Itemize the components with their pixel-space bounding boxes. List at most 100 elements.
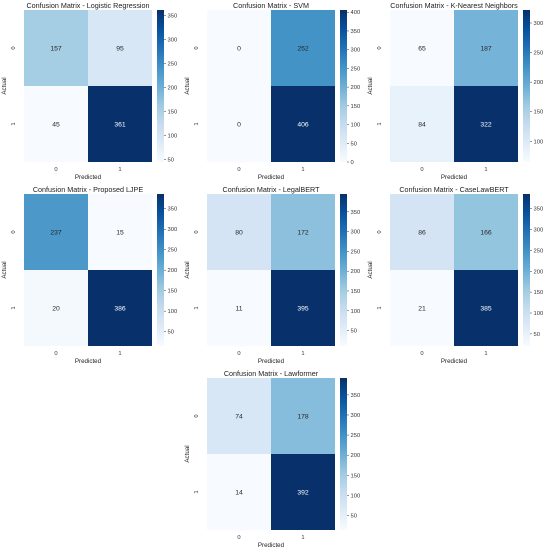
heatmap-cell <box>88 194 152 270</box>
colorbar-tick-label: 200 <box>351 269 361 275</box>
cell-value-label: 14 <box>235 489 243 496</box>
confusion-matrix-panel: Confusion Matrix - Proposed LJPE 237 15 20 3… <box>0 184 183 368</box>
colorbar <box>340 10 347 162</box>
heatmap-cell <box>390 270 454 346</box>
colorbar-tick-label: 100 <box>168 309 178 315</box>
y-tick-label: 0 <box>194 230 200 233</box>
heatmap-cell <box>24 10 88 86</box>
heatmap-svg: Confusion Matrix - Proposed LJPE 237 15 20 3… <box>1 185 178 365</box>
colorbar-tick-label: 150 <box>351 473 361 479</box>
heatmap-cell <box>207 454 271 530</box>
cell-value-label: 95 <box>116 45 124 52</box>
cell-value-label: 386 <box>114 305 126 312</box>
x-tick-label: 0 <box>420 167 423 173</box>
y-axis-label: Actual <box>367 77 374 94</box>
colorbar-tick-label: 400 <box>351 10 361 16</box>
colorbar <box>340 378 347 530</box>
y-axis-label: Actual <box>367 261 374 278</box>
colorbar <box>523 10 530 162</box>
x-tick-label: 1 <box>301 351 304 357</box>
y-tick-label: 0 <box>377 230 383 233</box>
y-axis-label: Actual <box>1 77 8 94</box>
chart-title: Confusion Matrix - CaseLawBERT <box>399 185 509 194</box>
cell-value-label: 45 <box>52 121 60 128</box>
colorbar-tick-label: 350 <box>351 210 361 216</box>
colorbar-tick-label: 350 <box>351 29 361 35</box>
x-axis-label: Predicted <box>75 174 102 181</box>
heatmap-cell <box>88 86 152 162</box>
cell-value-label: 166 <box>480 229 492 236</box>
cell-value-label: 395 <box>297 305 309 312</box>
y-tick-label: 1 <box>11 122 17 125</box>
confusion-matrix-panel: Confusion Matrix - CaseLawBERT 86 166 21 385… <box>366 184 549 368</box>
cell-value-label: 0 <box>237 121 241 128</box>
colorbar <box>523 194 530 346</box>
colorbar-tick-label: 250 <box>534 51 544 57</box>
colorbar-tick-label: 350 <box>534 207 544 213</box>
cell-value-label: 406 <box>297 121 309 128</box>
colorbar-tick-label: 250 <box>351 66 361 72</box>
colorbar-tick-label: 300 <box>351 230 361 236</box>
y-tick-label: 0 <box>11 230 17 233</box>
colorbar <box>157 10 164 162</box>
colorbar-tick-label: 300 <box>351 48 361 54</box>
colorbar-tick-label: 100 <box>351 123 361 129</box>
heatmap-svg: Confusion Matrix - SVM 0 252 0 406 0 1 0 1 Predic… <box>184 1 361 181</box>
cell-value-label: 74 <box>235 413 243 420</box>
colorbar-tick-label: 50 <box>351 514 357 520</box>
confusion-matrix-panel: Confusion Matrix - Logistic Regression 15… <box>0 0 183 184</box>
colorbar-tick-label: 300 <box>168 227 178 233</box>
cell-value-label: 0 <box>237 45 241 52</box>
chart-title: Confusion Matrix - Logistic Regression <box>26 1 149 10</box>
cell-value-label: 187 <box>480 45 492 52</box>
x-tick-label: 1 <box>484 351 487 357</box>
x-axis-label: Predicted <box>258 542 285 549</box>
x-axis-label: Predicted <box>258 174 285 181</box>
x-tick-label: 1 <box>118 351 121 357</box>
y-axis-label: Actual <box>184 261 191 278</box>
x-tick-label: 0 <box>237 535 240 541</box>
x-axis-label: Predicted <box>441 174 468 181</box>
y-tick-label: 1 <box>194 306 200 309</box>
heatmap-cell <box>390 194 454 270</box>
heatmap-svg: Confusion Matrix - K-Nearest Neighbors 65… <box>367 1 544 181</box>
heatmap-cell <box>271 194 335 270</box>
colorbar-tick-label: 300 <box>534 21 544 27</box>
x-tick-label: 1 <box>484 167 487 173</box>
cell-value-label: 392 <box>297 489 309 496</box>
y-tick-label: 0 <box>377 46 383 49</box>
cell-value-label: 20 <box>52 305 60 312</box>
cell-value-label: 11 <box>235 305 242 312</box>
colorbar-tick-label: 250 <box>351 249 361 255</box>
heatmap-svg: Confusion Matrix - CaseLawBERT 86 166 21 385… <box>367 185 544 365</box>
cell-value-label: 157 <box>50 45 62 52</box>
y-tick-label: 1 <box>11 306 17 309</box>
cell-value-label: 172 <box>297 229 309 236</box>
y-tick-label: 0 <box>11 46 17 49</box>
confusion-matrix-panel: Confusion Matrix - LegalBERT 80 172 11 395 0 1… <box>183 184 366 368</box>
cell-value-label: 84 <box>418 121 426 128</box>
colorbar-tick-label: 150 <box>168 109 178 115</box>
heatmap-cell <box>24 86 88 162</box>
colorbar-tick-label: 300 <box>534 227 544 233</box>
cell-value-label: 15 <box>116 229 124 236</box>
x-tick-label: 1 <box>301 167 304 173</box>
x-tick-label: 1 <box>118 167 121 173</box>
heatmap-svg: Confusion Matrix - Logistic Regression 15… <box>1 1 178 181</box>
colorbar-tick-label: 150 <box>534 290 544 296</box>
cell-value-label: 237 <box>50 229 62 236</box>
cell-value-label: 385 <box>480 305 492 312</box>
colorbar-tick-label: 250 <box>168 248 178 254</box>
colorbar-tick-label: 100 <box>534 311 544 317</box>
heatmap-cell <box>207 378 271 454</box>
colorbar-tick-label: 350 <box>351 393 361 399</box>
heatmap-cell <box>390 10 454 86</box>
confusion-matrix-panel: Confusion Matrix - Lawformer 74 178 14 392 0 1… <box>183 368 366 552</box>
heatmap-cell <box>88 10 152 86</box>
colorbar <box>157 194 164 346</box>
y-tick-label: 1 <box>194 490 200 493</box>
colorbar-tick-label: 350 <box>168 207 178 213</box>
x-axis-label: Predicted <box>258 358 285 365</box>
